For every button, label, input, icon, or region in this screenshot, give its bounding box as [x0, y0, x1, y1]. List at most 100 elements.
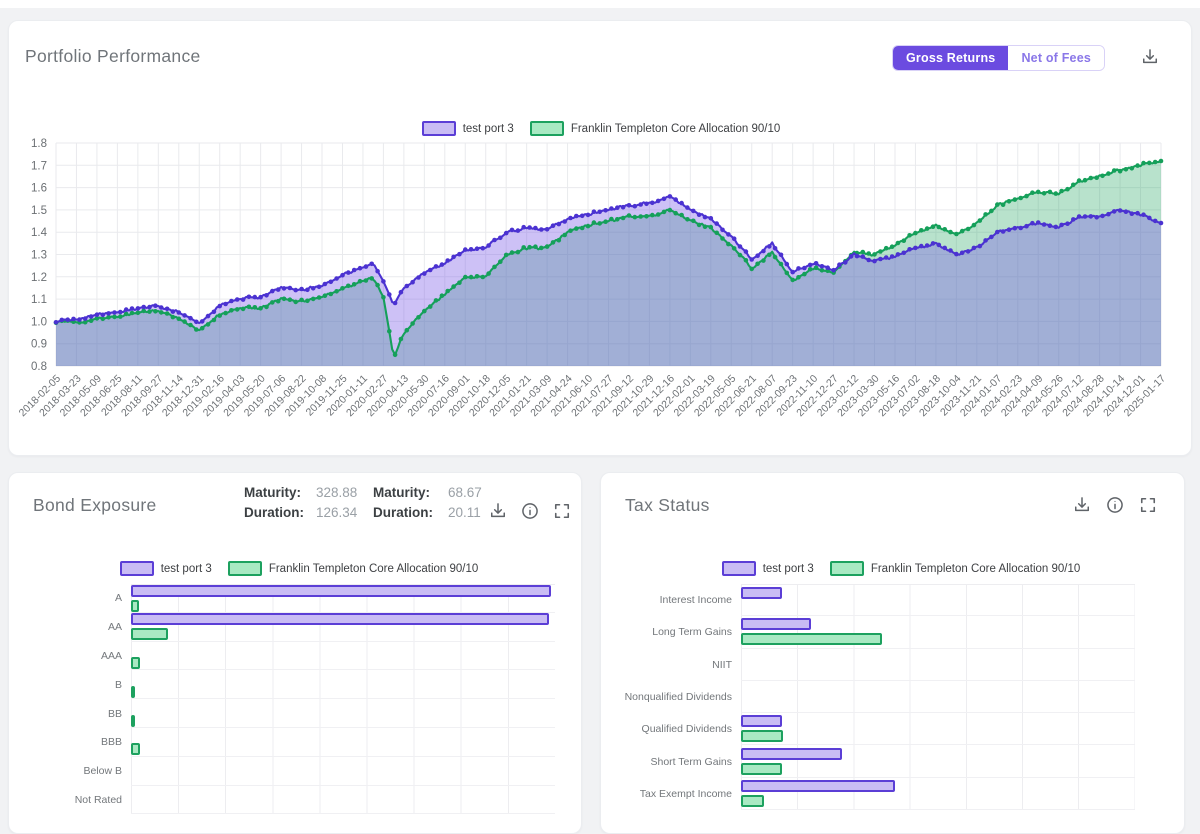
category-label: Long Term Gains	[652, 626, 732, 639]
svg-text:1.4: 1.4	[31, 227, 48, 239]
bar-track	[131, 670, 555, 700]
legend-swatch	[227, 561, 262, 576]
category-label: AAA	[100, 649, 122, 662]
bar-track	[131, 727, 555, 757]
bar-track	[131, 584, 555, 613]
bar-test-port-3[interactable]	[131, 613, 549, 626]
series-line	[55, 195, 1162, 325]
duration-value: 126.34	[316, 505, 358, 520]
bar-benchmark[interactable]	[131, 656, 141, 669]
legend-swatch	[721, 561, 756, 576]
bar-row: Short Term Gains	[601, 745, 1135, 778]
download-icon[interactable]	[1072, 495, 1092, 515]
legend-item[interactable]: test port 3	[721, 561, 814, 576]
bar-benchmark[interactable]	[741, 762, 782, 775]
bar-row: A	[9, 584, 555, 613]
category-label: BB	[107, 707, 122, 720]
legend-swatch	[119, 561, 154, 576]
portfolio-performance-panel: Portfolio Performance Gross Returns Net …	[8, 20, 1192, 456]
series-line	[55, 160, 1162, 356]
bar-track	[131, 612, 555, 642]
net-of-fees-button[interactable]: Net of Fees	[1008, 46, 1105, 70]
duration-value-2: 20.11	[448, 505, 481, 520]
maturity-label: Maturity:	[244, 485, 301, 500]
bar-test-port-3[interactable]	[741, 715, 782, 728]
bar-row: Long Term Gains	[601, 616, 1135, 649]
svg-text:1.3: 1.3	[31, 250, 47, 262]
bar-benchmark[interactable]	[131, 600, 139, 613]
legend-label: Franklin Templeton Core Allocation 90/10	[268, 562, 479, 575]
category-label: BBB	[100, 736, 122, 749]
svg-text:1.6: 1.6	[31, 183, 47, 195]
info-icon[interactable]	[520, 501, 540, 521]
bar-track	[741, 616, 1135, 649]
bar-track	[131, 756, 555, 786]
bar-test-port-3[interactable]	[741, 747, 842, 760]
series-area	[56, 161, 1161, 366]
legend-item[interactable]: Franklin Templeton Core Allocation 90/10	[529, 121, 780, 136]
performance-legend: test port 3 Franklin Templeton Core Alloc…	[301, 121, 901, 136]
svg-text:1.1: 1.1	[31, 294, 47, 306]
bar-test-port-3[interactable]	[741, 618, 812, 631]
info-icon[interactable]	[1105, 495, 1125, 515]
svg-text:1.5: 1.5	[31, 205, 47, 217]
download-icon[interactable]	[1140, 47, 1160, 67]
tax-legend: test port 3 Franklin Templeton Core Alloc…	[661, 561, 1141, 576]
svg-text:1.0: 1.0	[31, 316, 47, 328]
legend-item[interactable]: test port 3	[119, 561, 212, 576]
bar-track	[131, 699, 555, 728]
category-label: Short Term Gains	[650, 755, 732, 768]
category-label: NIIT	[712, 658, 732, 671]
bond-legend: test port 3 Franklin Templeton Core Alloc…	[49, 561, 549, 576]
download-icon[interactable]	[488, 501, 508, 521]
bar-benchmark[interactable]	[131, 628, 168, 641]
tax-status-title: Tax Status	[625, 495, 710, 515]
bar-test-port-3[interactable]	[741, 779, 895, 792]
bar-row: NIIT	[601, 648, 1135, 681]
bar-row: Nonqualified Dividends	[601, 680, 1135, 714]
legend-label: Franklin Templeton Core Allocation 90/10	[870, 562, 1081, 575]
legend-item[interactable]: Franklin Templeton Core Allocation 90/10	[227, 561, 479, 576]
bar-benchmark[interactable]	[131, 685, 135, 698]
gross-returns-button[interactable]: Gross Returns	[893, 46, 1009, 70]
legend-item[interactable]: Franklin Templeton Core Allocation 90/10	[829, 561, 1081, 576]
bar-test-port-3[interactable]	[741, 587, 783, 600]
bond-exposure-panel: Bond Exposure Maturity: 328.88 Maturity:…	[8, 472, 582, 834]
svg-text:1.2: 1.2	[31, 272, 47, 284]
bar-benchmark[interactable]	[131, 743, 140, 756]
category-label: Qualified Dividends	[641, 723, 732, 736]
bar-benchmark[interactable]	[741, 794, 764, 807]
bar-test-port-3[interactable]	[131, 585, 551, 598]
bar-track	[741, 713, 1135, 746]
bond-exposure-title: Bond Exposure	[33, 495, 157, 515]
bar-benchmark[interactable]	[741, 730, 784, 743]
legend-item[interactable]: test port 3	[421, 121, 514, 136]
maturity-value: 328.88	[316, 485, 358, 500]
bar-track	[741, 648, 1135, 681]
bond-exposure-chart[interactable]: A AA AAA B BB BBB Below B Not Rated	[9, 584, 555, 815]
bar-benchmark[interactable]	[131, 714, 135, 727]
bond-stats: Maturity: 328.88 Maturity: 68.67 Duratio…	[244, 483, 496, 523]
category-label: Tax Exempt Income	[639, 787, 732, 800]
bar-row: B	[9, 670, 555, 700]
bar-track	[741, 680, 1135, 714]
bar-row: Interest Income	[601, 584, 1135, 617]
top-card-edge	[0, 0, 1200, 8]
maturity-label-2: Maturity:	[373, 485, 430, 500]
series-markers	[53, 194, 1164, 325]
fullscreen-icon[interactable]	[1138, 495, 1158, 515]
legend-swatch	[829, 561, 864, 576]
duration-label: Duration:	[244, 505, 304, 520]
performance-chart[interactable]: 0.80.91.01.11.21.31.41.51.61.71.82018-02…	[9, 21, 1193, 457]
category-label: AA	[107, 621, 122, 634]
page-title: Portfolio Performance	[25, 46, 201, 66]
bar-benchmark[interactable]	[741, 633, 882, 646]
fullscreen-icon[interactable]	[552, 501, 572, 521]
category-label: Below B	[83, 765, 122, 778]
bar-track	[741, 584, 1135, 617]
tax-status-chart[interactable]: Interest Income Long Term Gains NIIT Nonqua…	[601, 584, 1135, 811]
chart-grid: 0.80.91.01.11.21.31.41.51.61.71.82018-02…	[17, 138, 1169, 419]
maturity-value-2: 68.67	[448, 485, 482, 500]
bar-row: Qualified Dividends	[601, 713, 1135, 746]
legend-swatch	[529, 121, 564, 136]
